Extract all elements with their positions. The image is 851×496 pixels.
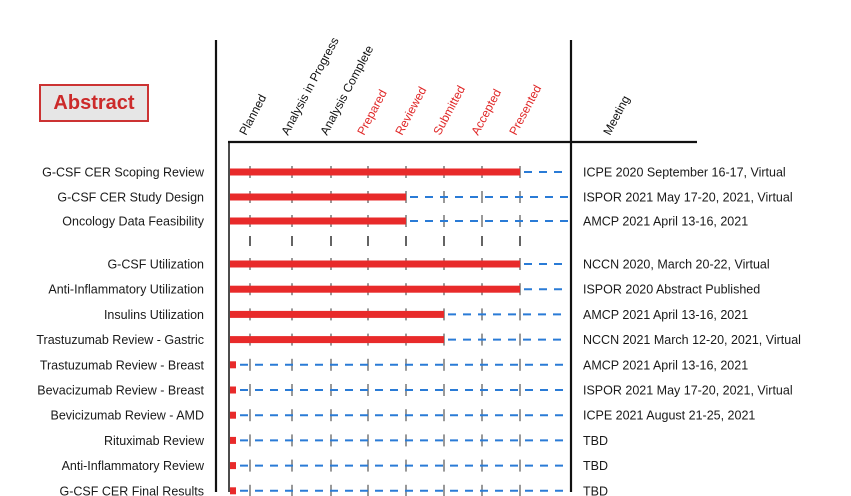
meeting-label-8: ISPOR 2021 May 17-20, 2021, Virtual bbox=[583, 384, 793, 398]
row-label-2: Oncology Data Feasibility bbox=[62, 215, 204, 229]
meeting-label-5: AMCP 2021 April 13-16, 2021 bbox=[583, 308, 748, 322]
row-label-6: Trastuzumab Review - Gastric bbox=[36, 333, 204, 347]
stage-label-3: Prepared bbox=[354, 87, 390, 137]
row-label-3: G-CSF Utilization bbox=[107, 258, 204, 272]
meeting-header: Meeting bbox=[600, 93, 632, 137]
stage-label-7: Presented bbox=[506, 83, 544, 138]
row-label-7: Trastuzumab Review - Breast bbox=[40, 358, 205, 372]
row-label-8: Bevacizumab Review - Breast bbox=[37, 384, 204, 398]
row-label-11: Anti-Inflammatory Review bbox=[62, 459, 205, 473]
row-label-5: Insulins Utilization bbox=[104, 308, 204, 322]
stage-label-5: Submitted bbox=[430, 83, 468, 137]
row-label-1: G-CSF CER Study Design bbox=[57, 191, 204, 205]
row-label-4: Anti-Inflammatory Utilization bbox=[48, 283, 204, 297]
progress-bar-4 bbox=[230, 285, 520, 293]
meeting-label-9: ICPE 2021 August 21-25, 2021 bbox=[583, 409, 755, 423]
row-label-10: Rituximab Review bbox=[104, 434, 205, 448]
progress-bar-3 bbox=[230, 260, 520, 268]
meeting-label-6: NCCN 2021 March 12-20, 2021, Virtual bbox=[583, 333, 801, 347]
progress-bar-6 bbox=[230, 336, 444, 344]
progress-bar-8 bbox=[230, 386, 236, 394]
row-label-12: G-CSF CER Final Results bbox=[60, 484, 204, 496]
meeting-label-2: AMCP 2021 April 13-16, 2021 bbox=[583, 215, 748, 229]
meeting-label-4: ISPOR 2020 Abstract Published bbox=[583, 283, 760, 297]
progress-bar-2 bbox=[230, 217, 406, 225]
stage-label-6: Accepted bbox=[468, 87, 504, 138]
row-label-9: Bevicizumab Review - AMD bbox=[50, 409, 204, 423]
stage-label-4: Reviewed bbox=[392, 84, 429, 137]
row-label-0: G-CSF CER Scoping Review bbox=[42, 166, 205, 180]
abstract-label: Abstract bbox=[53, 91, 135, 114]
meeting-label-1: ISPOR 2021 May 17-20, 2021, Virtual bbox=[583, 191, 793, 205]
progress-bar-9 bbox=[230, 411, 236, 419]
progress-bar-10 bbox=[230, 436, 236, 444]
meeting-label-0: ICPE 2020 September 16-17, Virtual bbox=[583, 166, 786, 180]
progress-bar-0 bbox=[230, 168, 520, 176]
meeting-label-10: TBD bbox=[583, 434, 608, 448]
progress-bar-12 bbox=[230, 487, 236, 495]
meeting-label-12: TBD bbox=[583, 484, 608, 496]
meeting-label-3: NCCN 2020, March 20-22, Virtual bbox=[583, 258, 770, 272]
meeting-label-7: AMCP 2021 April 13-16, 2021 bbox=[583, 358, 748, 372]
abstract-legend-box: Abstract bbox=[39, 84, 149, 122]
progress-bar-11 bbox=[230, 462, 236, 470]
progress-bar-7 bbox=[230, 361, 236, 369]
progress-bar-5 bbox=[230, 310, 444, 318]
stage-label-0: Planned bbox=[236, 92, 269, 137]
meeting-label-11: TBD bbox=[583, 459, 608, 473]
progress-bar-1 bbox=[230, 193, 406, 201]
